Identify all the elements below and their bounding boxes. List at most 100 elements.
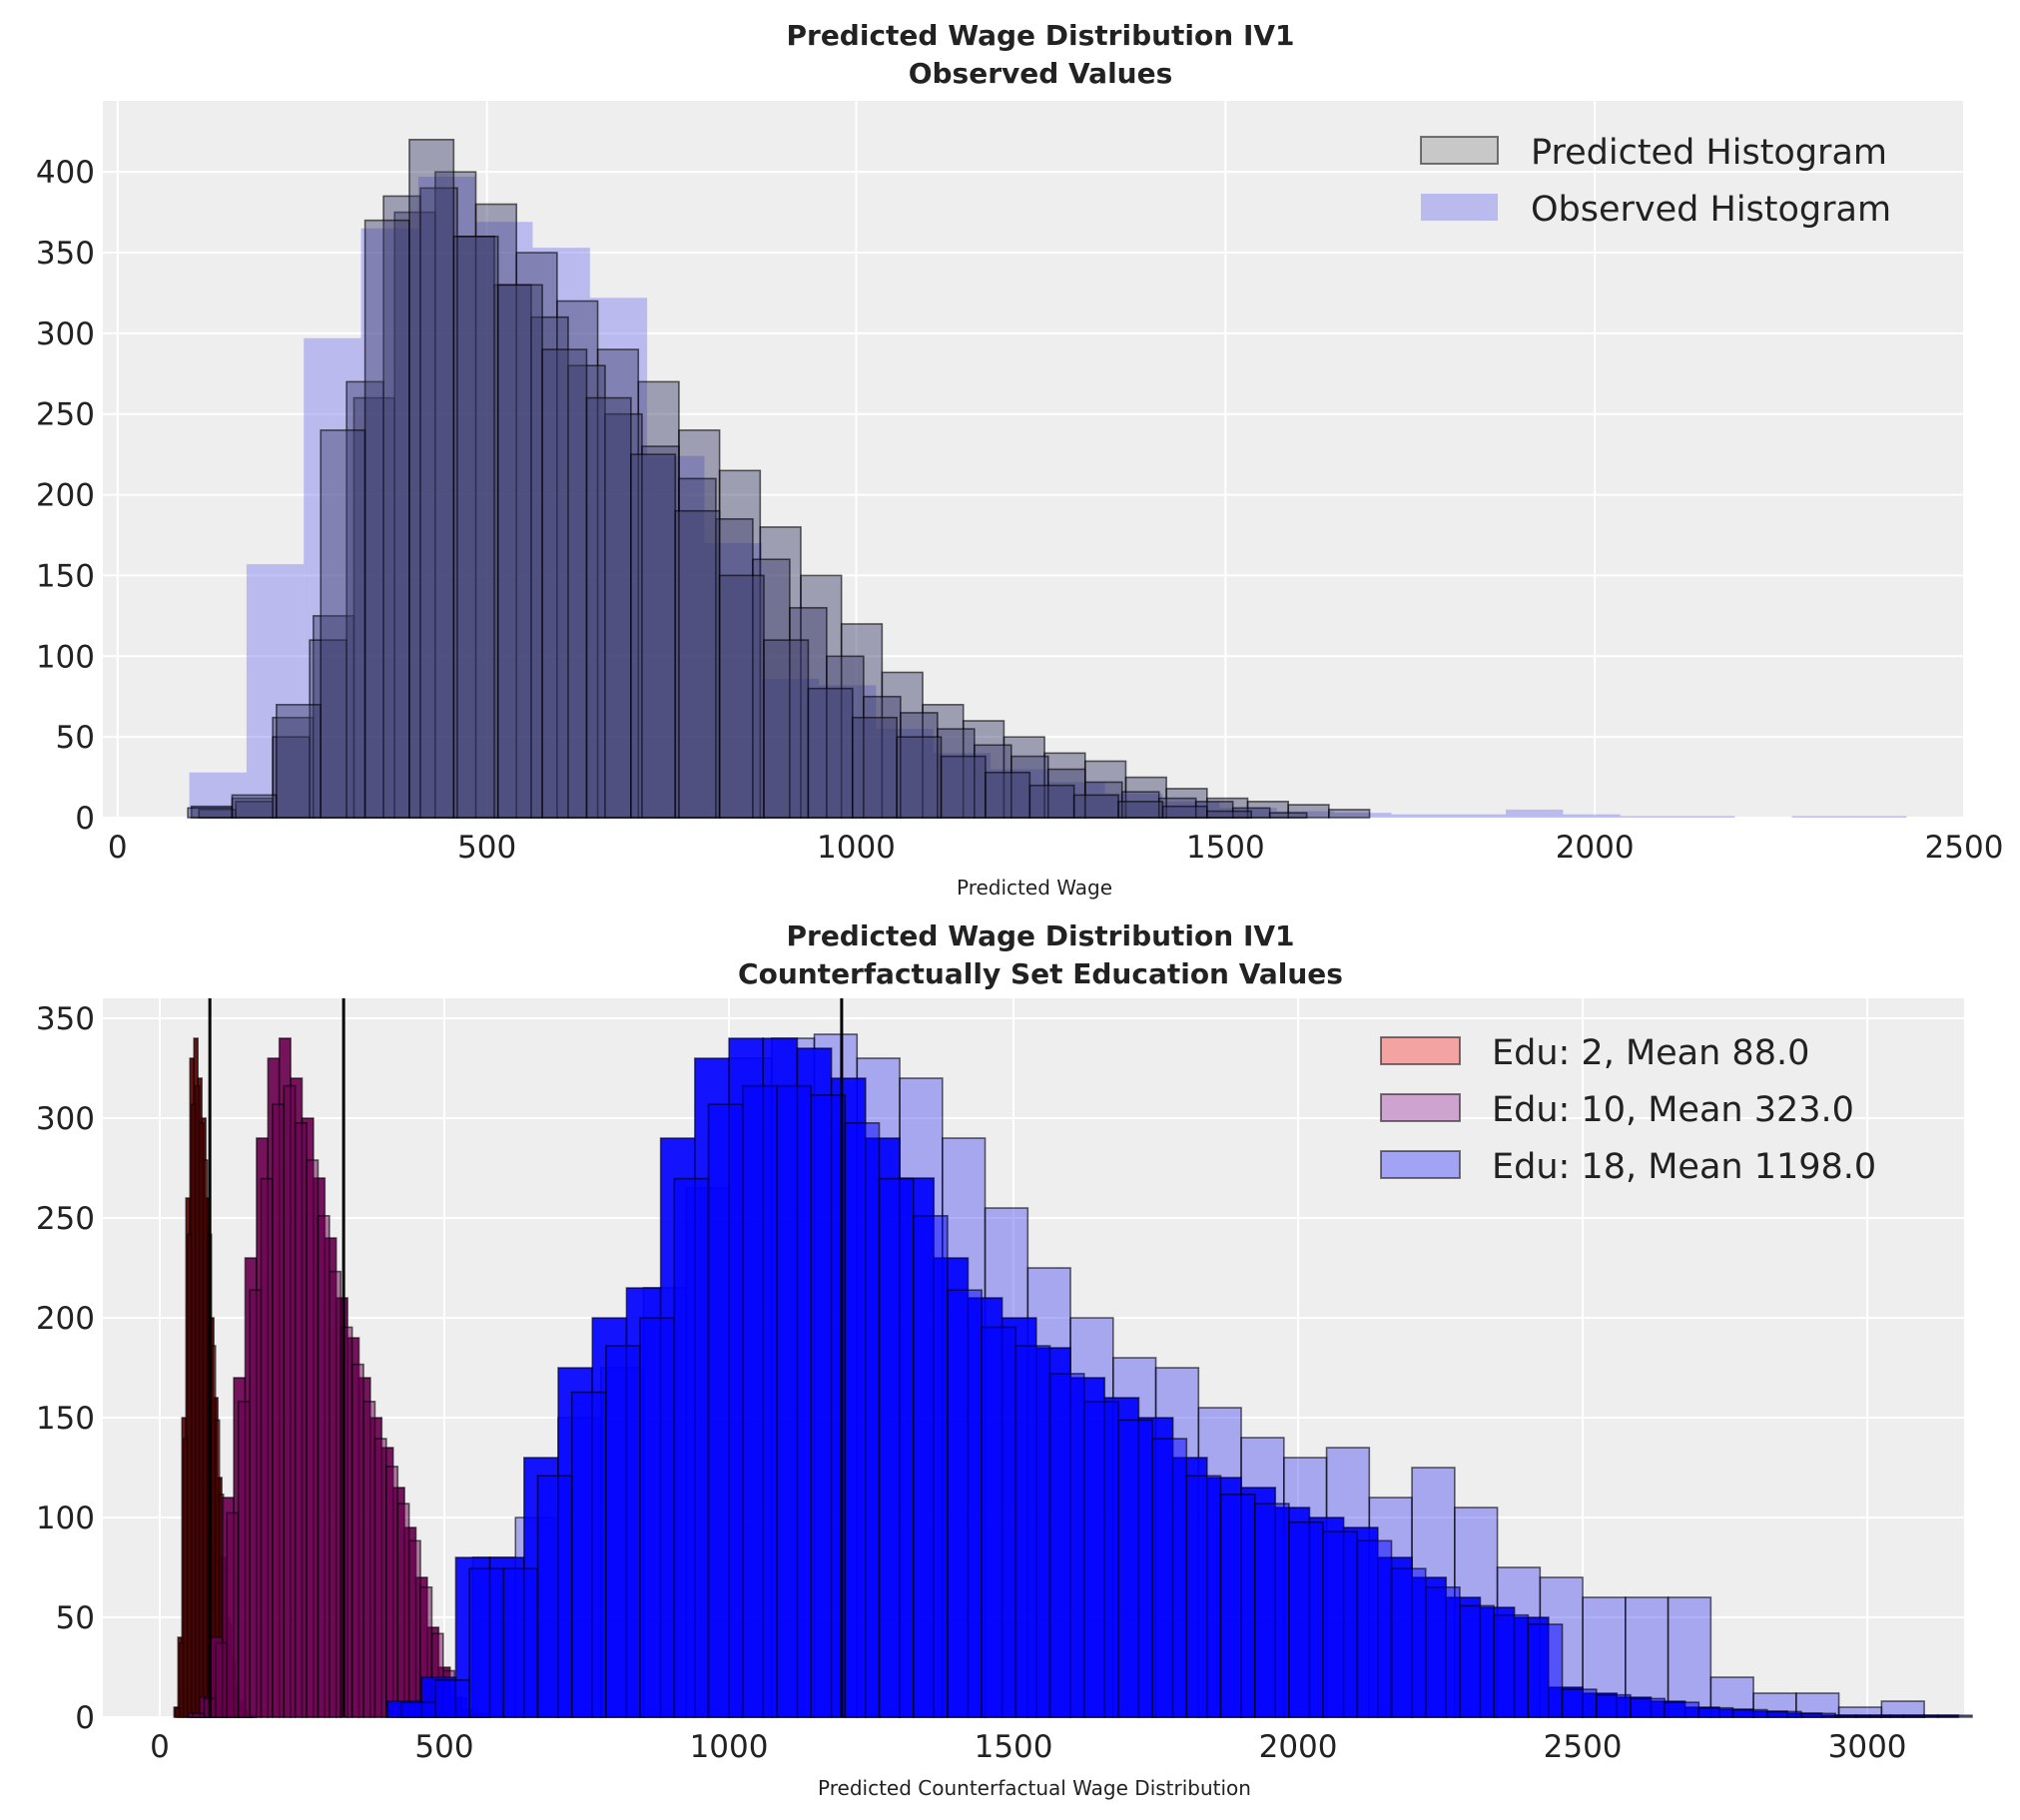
- legend-label: Edu: 10, Mean 323.0: [1492, 1090, 1854, 1130]
- predicted-histogram-bar: [1046, 768, 1086, 819]
- predicted-histogram-bar: [556, 300, 599, 819]
- edu10-histogram-bar: [407, 1539, 421, 1718]
- predicted-histogram-bar: [363, 219, 410, 819]
- edu10-histogram-bar: [329, 1270, 342, 1718]
- predicted-histogram-bar: [496, 284, 543, 819]
- edu18-histogram-bar: [1356, 1539, 1393, 1718]
- edu10-histogram-bar: [396, 1503, 410, 1718]
- top-axes: 0 500 1000 1500 2000 2500 0 50 100 150 200 250 300 35…: [36, 101, 2003, 866]
- edu18-histogram-bar: [1868, 1714, 1905, 1718]
- legend-label: Observed Histogram: [1531, 190, 1891, 230]
- predicted-histogram-bar: [937, 728, 976, 819]
- predicted-histogram-bar: [922, 704, 965, 819]
- edu18-histogram-bar: [673, 1177, 710, 1718]
- predicted-histogram-bar: [530, 315, 569, 819]
- predicted-histogram-bar: [715, 518, 754, 819]
- observed-histogram-bar: [1848, 816, 1907, 818]
- legend-label: Edu: 2, Mean 88.0: [1492, 1033, 1809, 1073]
- observed-histogram-bar: [819, 685, 877, 818]
- edu18-histogram-bar: [1664, 1701, 1700, 1718]
- y-tick-label: 250: [36, 397, 95, 433]
- observed-histogram-bar: [991, 769, 1048, 818]
- y-tick-label: 350: [36, 236, 95, 272]
- edu18-histogram-bar: [434, 1679, 470, 1718]
- predicted-histogram-bar: [452, 236, 499, 819]
- edu18-histogram-bar: [810, 1094, 847, 1718]
- predicted-histogram-bar: [320, 429, 366, 819]
- y-tick-label: 100: [36, 1501, 95, 1536]
- predicted-histogram-bar: [352, 396, 395, 819]
- predicted-histogram-bar: [276, 704, 323, 819]
- edu18-histogram-bar: [1595, 1693, 1632, 1718]
- x-tick-label: 1500: [1186, 830, 1265, 866]
- y-tick-label: 150: [36, 558, 95, 594]
- predicted-histogram-bar: [1268, 812, 1308, 819]
- edu18-histogram-bar: [1082, 1401, 1119, 1718]
- edu18-histogram-bar: [947, 1289, 983, 1718]
- edu18-histogram-bar: [639, 1317, 676, 1718]
- predicted-histogram-bar: [1165, 788, 1208, 819]
- x-tick-label: 500: [414, 1729, 473, 1765]
- edu18-histogram-bar: [1117, 1419, 1153, 1718]
- legend-label: Predicted Histogram: [1531, 133, 1887, 173]
- edu18-histogram-bar: [844, 1122, 881, 1718]
- observed-histogram-bar: [1334, 813, 1392, 818]
- edu18-histogram-bar: [1219, 1494, 1256, 1718]
- edu18-histogram-bar: [570, 1391, 607, 1718]
- top-chart-title: Predicted Wage Distribution IV1: [786, 19, 1294, 52]
- bottom-chart-title: Predicted Wage Distribution IV1: [786, 919, 1294, 952]
- predicted-histogram-bar: [896, 736, 943, 819]
- predicted-histogram-bar: [641, 445, 680, 819]
- edu18-histogram-bar: [1390, 1567, 1427, 1718]
- observed-histogram-bar: [1276, 811, 1335, 818]
- edu18-histogram-bar: [1493, 1613, 1530, 1718]
- edu18-histogram-bar: [399, 1701, 436, 1718]
- predicted-histogram-bar: [763, 639, 810, 819]
- edu10-histogram-bar: [260, 1177, 274, 1718]
- predicted-histogram-bar: [674, 509, 721, 819]
- y-tick-label: 200: [36, 478, 95, 514]
- edu18-histogram-bar: [502, 1567, 539, 1718]
- predicted-histogram-bar: [419, 187, 458, 819]
- edu18-histogram-bar: [707, 1103, 744, 1718]
- y-tick-label: 0: [75, 1700, 95, 1736]
- edu18-histogram-bar: [605, 1345, 641, 1718]
- predicted-histogram-bar: [807, 687, 854, 819]
- x-tick-label: 1500: [975, 1729, 1053, 1765]
- predicted-histogram-bar: [231, 794, 278, 819]
- legend-swatch: [1380, 1093, 1461, 1122]
- edu10-histogram-bar: [306, 1159, 320, 1718]
- edu10-histogram-bar: [237, 1401, 251, 1718]
- legend-swatch-predicted: [1420, 136, 1499, 165]
- predicted-histogram-bar: [900, 712, 939, 819]
- legend-swatch-observed: [1421, 194, 1498, 221]
- edu10-histogram-bar: [385, 1466, 399, 1718]
- predicted-histogram-bar: [585, 396, 632, 819]
- edu10-histogram-bar: [215, 1641, 229, 1718]
- x-tick-label: 1000: [817, 830, 896, 866]
- edu10-histogram-bar: [283, 1084, 297, 1718]
- y-tick-label: 0: [75, 801, 95, 837]
- edu10-histogram-bar: [272, 1103, 286, 1718]
- edu18-histogram-bar: [468, 1567, 505, 1718]
- edu10-histogram-bar: [317, 1215, 331, 1718]
- edu18-histogram-bar: [878, 1177, 915, 1718]
- predicted-histogram-bar: [272, 736, 311, 819]
- edu18-histogram-bar: [912, 1215, 949, 1718]
- predicted-histogram-bar: [382, 195, 421, 819]
- edu10-histogram-bar: [192, 1712, 206, 1718]
- predicted-histogram-bar: [962, 720, 1006, 819]
- legend-swatch: [1380, 1036, 1461, 1065]
- edu18-histogram-bar: [1630, 1697, 1666, 1718]
- predicted-histogram-bar: [456, 236, 495, 819]
- predicted-histogram-bar: [940, 755, 987, 819]
- bottom-legend: Edu: 2, Mean 88.0 Edu: 10, Mean 323.0 Edu:…: [1380, 1033, 1876, 1187]
- edu18-histogram-bar: [776, 1084, 812, 1718]
- edu18-histogram-bar: [1561, 1688, 1598, 1718]
- edu18-histogram-bar: [1151, 1438, 1188, 1718]
- top-legend: Predicted Histogram Observed Histogram: [1420, 133, 1891, 230]
- legend-label: Edu: 18, Mean 1198.0: [1492, 1147, 1876, 1187]
- y-tick-label: 250: [36, 1201, 95, 1237]
- bottom-x-axis-label: Predicted Counterfactual Wage Distributi…: [818, 1776, 1251, 1800]
- observed-histogram-bar: [1162, 801, 1220, 818]
